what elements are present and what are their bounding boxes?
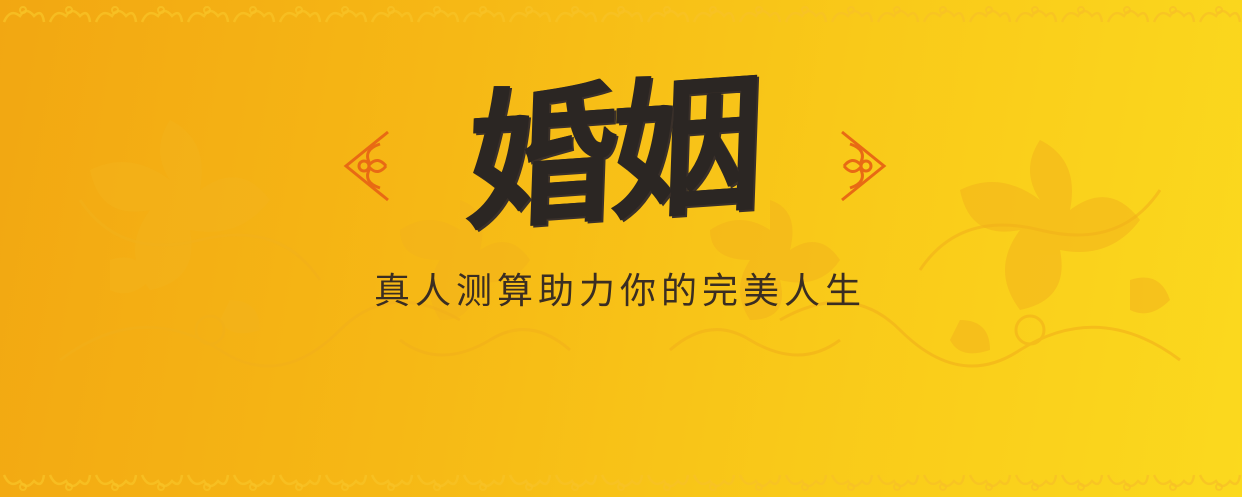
cloud-scroll-ornament-right-icon bbox=[841, 130, 887, 202]
cloud-border-bottom bbox=[0, 467, 1242, 497]
cloud-scroll-ornament-left-icon bbox=[343, 130, 389, 202]
banner-subtitle: 真人测算助力你的完美人生 bbox=[373, 271, 866, 312]
cloud-border-top bbox=[0, 0, 1242, 30]
banner-title: 婚姻 bbox=[464, 56, 760, 252]
